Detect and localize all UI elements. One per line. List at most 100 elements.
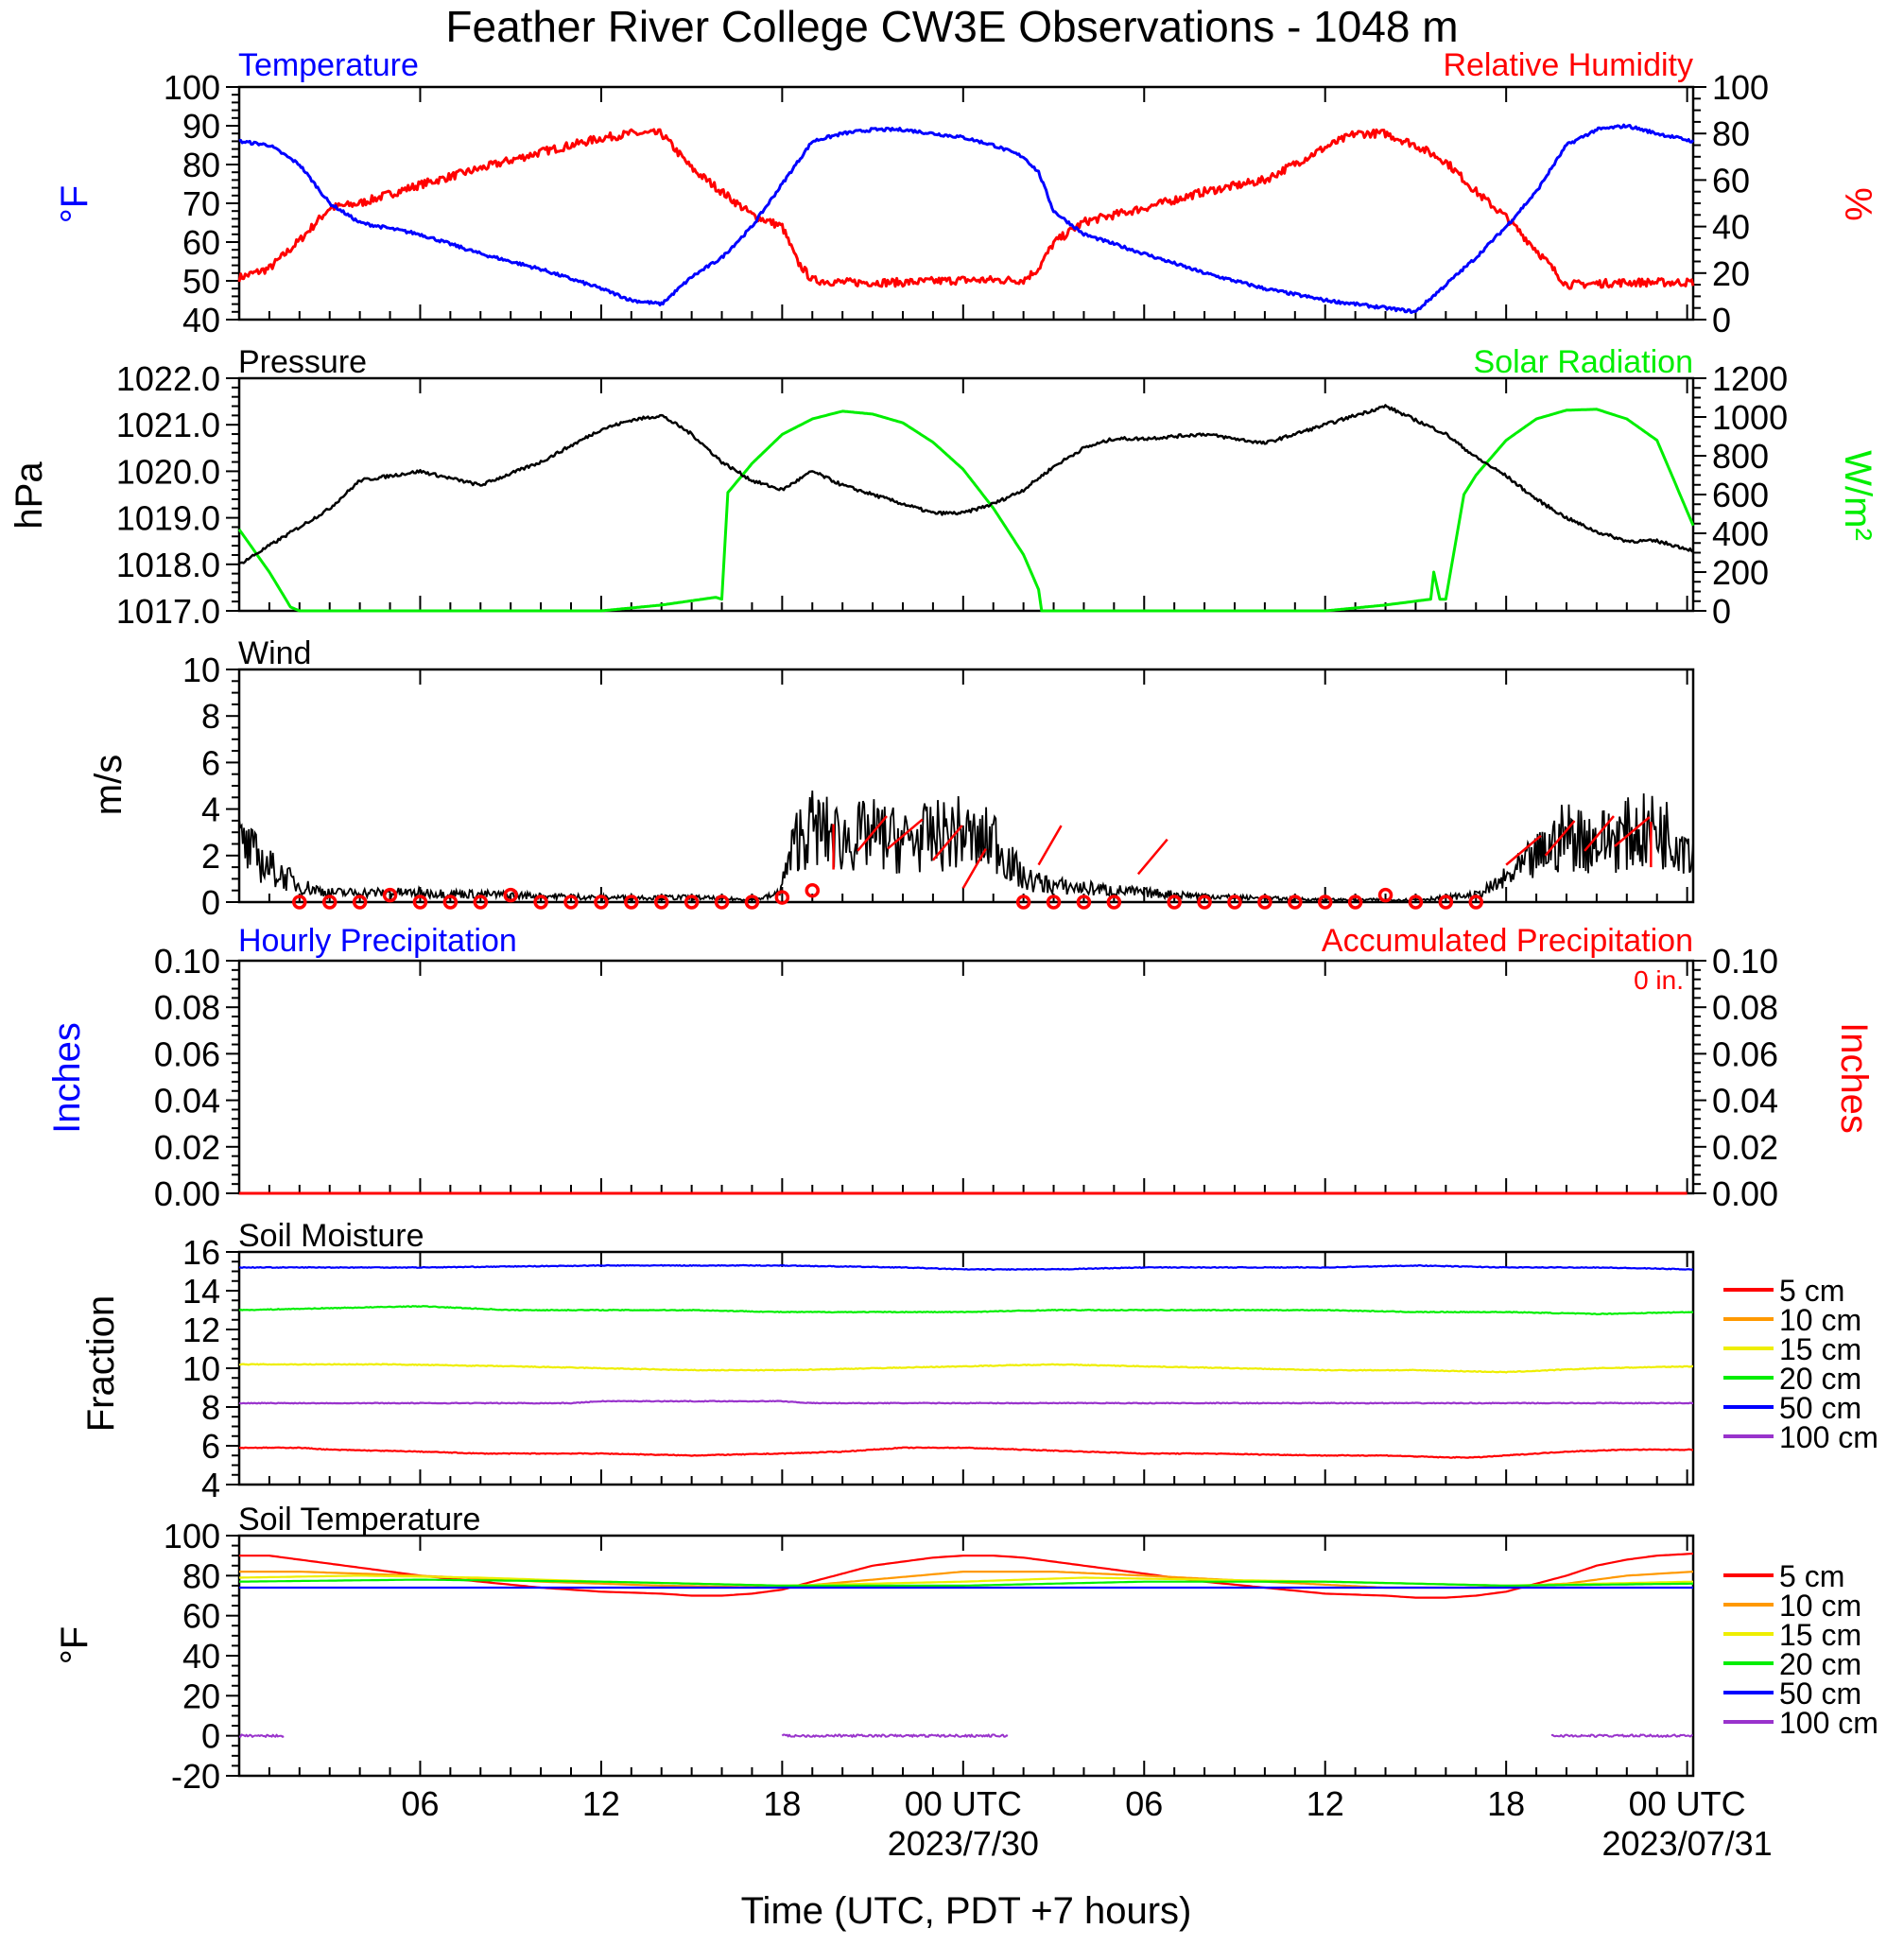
- wind-calm-marker: [744, 895, 760, 910]
- soil-temp-y-tick-label: 60: [182, 1597, 220, 1636]
- wind-calm-marker: [292, 895, 307, 910]
- wind-calm-marker: [1288, 895, 1303, 910]
- rh-y-tick-label-right: 40: [1712, 208, 1750, 247]
- pressure-right-ylabel: W/m²: [1837, 450, 1878, 541]
- pressure-y-tick-label: 1021.0: [116, 406, 220, 444]
- pressure-left-title: Pressure: [238, 344, 367, 380]
- wind-panel-frame: [237, 668, 1695, 904]
- temp-panel-frame: [237, 85, 1695, 321]
- wind-barb: [1136, 838, 1168, 876]
- soil-moisture-legend-label: 5 cm: [1779, 1274, 1844, 1308]
- pressure-panel-frame: [237, 376, 1695, 613]
- soil-moisture-line-3: [238, 1305, 1694, 1316]
- wind-barb: [1037, 825, 1063, 866]
- precip-right-title: Accumulated Precipitation: [1322, 923, 1693, 959]
- wind-calm-marker: [473, 895, 489, 910]
- soil-temp-y-tick-label: -20: [171, 1757, 220, 1796]
- soil-temp-y-tick-label: 40: [182, 1637, 220, 1676]
- wind-calm-marker: [442, 895, 459, 910]
- rh-y-tick-label-right: 80: [1712, 114, 1750, 153]
- wind-y-tick-label: 0: [201, 883, 220, 922]
- precip-y-tick-label: 0.08: [154, 988, 220, 1027]
- temp-y-tick-label: 50: [182, 262, 220, 301]
- pressure-y-tick-label: 1017.0: [116, 592, 220, 631]
- precip-y-tick-label: 0.10: [154, 942, 220, 981]
- wind-calm-marker: [352, 895, 368, 910]
- wind-y-tick-label: 2: [201, 837, 220, 876]
- precip-y-tick-label: 0.00: [154, 1174, 220, 1213]
- rh-y-tick-label-right: 20: [1712, 254, 1750, 293]
- solar-y-tick-label-right: 200: [1712, 553, 1769, 592]
- x-tick-label: 12: [1307, 1784, 1344, 1823]
- x-date-label: 2023/7/30: [888, 1824, 1039, 1863]
- wind-calm-marker: [412, 895, 428, 910]
- solar-y-tick-label-right: 800: [1712, 437, 1769, 476]
- wind-calm-marker: [1317, 895, 1333, 910]
- soil-moisture-line-2: [238, 1363, 1694, 1374]
- pressure-y-tick-label: 1018.0: [116, 546, 220, 584]
- wind-calm-marker: [563, 895, 579, 910]
- x-axis-label: Time (UTC, PDT +7 hours): [741, 1890, 1192, 1932]
- precip-accum-y-tick-label-right: 0.10: [1712, 942, 1778, 981]
- wind-y-tick-label: 10: [182, 651, 220, 689]
- soil-temp-legend-label: 10 cm: [1779, 1589, 1861, 1623]
- rh-y-tick-label-right: 0: [1712, 301, 1731, 339]
- chart-title: Feather River College CW3E Observations …: [445, 2, 1458, 51]
- wind-y-tick-label: 8: [201, 697, 220, 736]
- soil-moisture-y-tick-label: 6: [201, 1427, 220, 1466]
- rh-series-line: [237, 128, 1695, 290]
- solar-y-tick-label-right: 400: [1712, 514, 1769, 553]
- soil-moisture-line-0: [238, 1446, 1694, 1459]
- pressure-right-title: Solar Radiation: [1474, 344, 1693, 380]
- wind-calm-marker: [1076, 895, 1092, 910]
- wind-calm-marker: [714, 895, 730, 910]
- precip-accum-y-tick-label-right: 0.00: [1712, 1174, 1778, 1213]
- precip-accum-y-tick-label-right: 0.06: [1712, 1034, 1778, 1073]
- soil-moisture-legend-label: 50 cm: [1779, 1391, 1861, 1425]
- soil-moisture-y-tick-label: 10: [182, 1349, 220, 1388]
- soil-moisture-y-tick-label: 14: [182, 1272, 220, 1311]
- wind-calm-marker: [684, 895, 700, 910]
- wind-calm-marker: [1197, 895, 1212, 910]
- wind-calm-marker: [1167, 895, 1182, 910]
- soil-moisture-legend-label: 100 cm: [1779, 1420, 1878, 1454]
- wind-y-tick-label: 6: [201, 743, 220, 782]
- soil-moisture-y-tick-label: 12: [182, 1311, 220, 1349]
- rh-y-tick-label-right: 60: [1712, 161, 1750, 200]
- soil-temp-legend-label: 15 cm: [1779, 1618, 1861, 1652]
- precip-y-tick-label: 0.02: [154, 1128, 220, 1167]
- temp-series-line: [238, 123, 1695, 314]
- soil-temp-line-100cm-1: [781, 1733, 1009, 1738]
- x-tick-label: 18: [763, 1784, 801, 1823]
- temp-y-tick-label: 70: [182, 184, 220, 223]
- soil-temp-line-100cm-0: [238, 1733, 285, 1738]
- precip-left-title: Hourly Precipitation: [238, 923, 517, 959]
- precip-left-ylabel: Inches: [46, 1022, 88, 1134]
- precip-y-tick-label: 0.04: [154, 1082, 220, 1121]
- precip-accum-y-tick-label-right: 0.08: [1712, 988, 1778, 1027]
- soil-temp-line-0: [239, 1552, 1694, 1599]
- pressure-y-tick-label: 1022.0: [116, 359, 220, 398]
- solar-y-tick-label-right: 1000: [1712, 398, 1788, 437]
- soil-moisture-legend-label: 10 cm: [1779, 1303, 1861, 1337]
- rh-y-tick-label-right: 100: [1712, 68, 1769, 107]
- temp-right-ylabel: %: [1837, 187, 1878, 221]
- wind-calm-marker: [653, 895, 669, 910]
- soil-temp-legend-label: 100 cm: [1779, 1706, 1878, 1740]
- wind-calm-marker: [1106, 895, 1122, 910]
- precip-accum-y-tick-label-right: 0.04: [1712, 1082, 1778, 1121]
- soil-moisture-line-4: [238, 1263, 1694, 1271]
- soil-moisture-y-tick-label: 16: [182, 1233, 220, 1272]
- chart-marks: 4050607080901000204060801001017.01018.01…: [116, 68, 1878, 1863]
- x-tick-label: 18: [1487, 1784, 1525, 1823]
- wind-calm-marker: [1408, 895, 1424, 910]
- wind-calm-marker: [1347, 895, 1363, 910]
- wind-calm-marker: [1468, 895, 1484, 910]
- wind-calm-marker: [594, 895, 609, 910]
- soil-moisture-line-5: [238, 1399, 1694, 1405]
- soil-temp-legend-label: 5 cm: [1779, 1559, 1844, 1593]
- wind-calm-marker: [1377, 887, 1393, 903]
- soil-moisture-legend-label: 20 cm: [1779, 1362, 1861, 1396]
- wind-title: Wind: [238, 635, 311, 671]
